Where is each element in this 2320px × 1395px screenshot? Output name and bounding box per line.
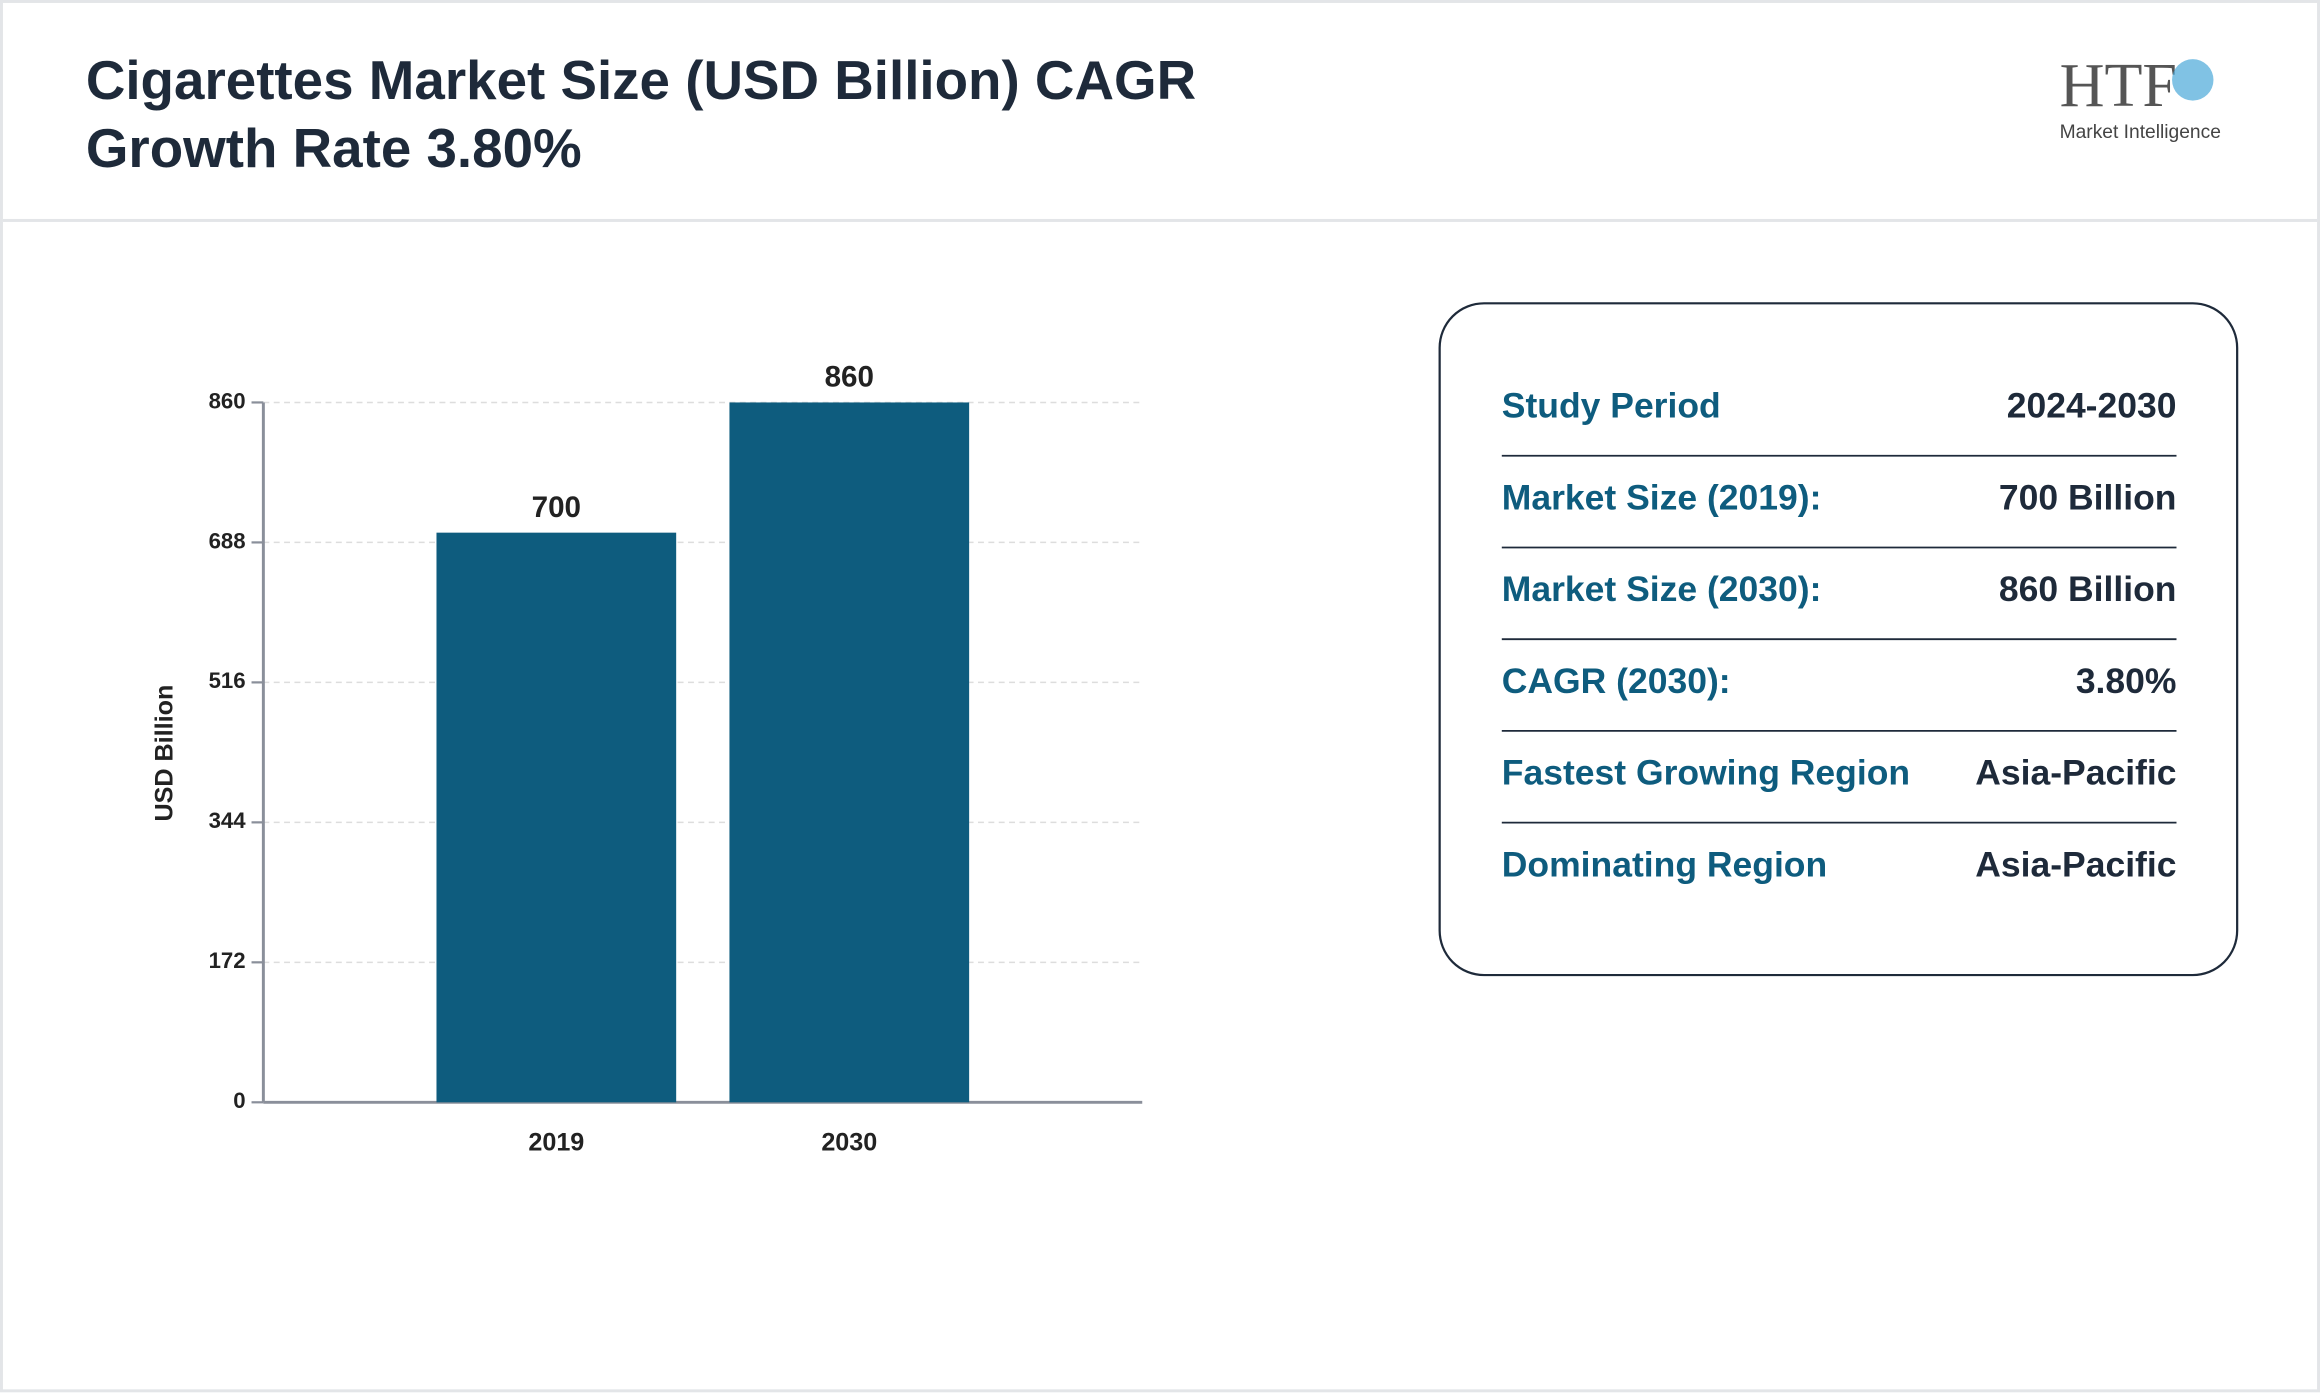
summary-label: Market Size (2030): (1502, 569, 1822, 609)
value-label: 700 (532, 491, 581, 524)
header-divider (2, 218, 2318, 222)
chart: HTF Market Intelligence 0 172 344 516 688 860… (150, 52, 2239, 1156)
summary-box (1438, 302, 2239, 977)
y-tick-label: 860 (209, 388, 246, 413)
summary-value: 700 Billion (1999, 477, 2177, 517)
logo-name: HTF (2060, 52, 2177, 120)
value-label: 860 (825, 361, 874, 394)
summary-value: 860 Billion (1999, 569, 2177, 609)
logo-tagline: Market Intelligence (2060, 122, 2221, 143)
y-tick-label: 172 (209, 948, 246, 973)
summary-label: CAGR (2030): (1502, 661, 1731, 701)
y-axis-label: USD Billion (150, 685, 178, 822)
y-tick-label: 688 (209, 528, 246, 553)
summary-value: 3.80% (2076, 661, 2177, 701)
x-tick-label: 2030 (821, 1128, 877, 1156)
y-tick-label: 0 (233, 1088, 245, 1113)
bar (729, 402, 970, 1103)
y-tick-label: 344 (209, 808, 247, 833)
summary-label: Dominating Region (1502, 844, 1827, 884)
y-tick-label: 516 (209, 668, 246, 693)
summary-value: Asia-Pacific (1975, 844, 2176, 884)
summary-value: Asia-Pacific (1975, 753, 2176, 793)
x-tick-label: 2019 (528, 1128, 584, 1156)
logo-icon (2172, 59, 2214, 101)
bar (436, 532, 677, 1103)
summary-label: Market Size (2019): (1502, 477, 1822, 517)
summary-label: Study Period (1502, 386, 1721, 426)
page-title: Cigarettes Market Size (USD Billion) CAG… (85, 50, 1197, 180)
summary-label: Fastest Growing Region (1502, 753, 1910, 793)
summary-value: 2024-2030 (2007, 386, 2177, 426)
